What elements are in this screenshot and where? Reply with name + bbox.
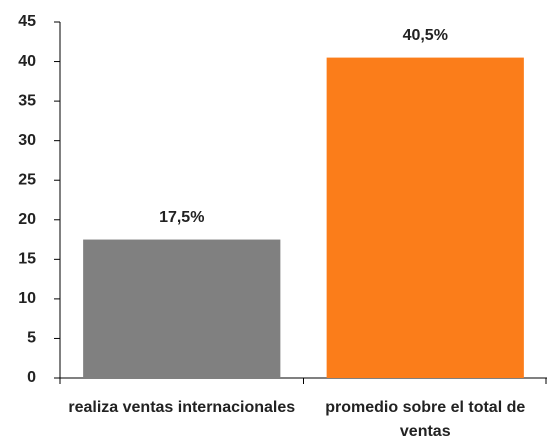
bar — [326, 57, 524, 378]
y-tick-label: 35 — [18, 92, 36, 109]
y-tick-label: 0 — [27, 369, 36, 386]
x-tick-label: realiza ventas internacionales — [68, 399, 296, 416]
y-tick-label: 10 — [18, 290, 36, 307]
y-tick-label: 25 — [18, 171, 36, 188]
value-label: 17,5% — [159, 209, 204, 226]
x-tick-label: promedio sobre el total de ventas — [325, 399, 526, 440]
y-tick-label: 15 — [18, 251, 36, 268]
bar — [83, 239, 281, 378]
value-label: 40,5% — [403, 27, 448, 44]
y-tick-label: 30 — [18, 132, 36, 149]
y-tick-label: 20 — [18, 211, 36, 228]
y-tick-label: 45 — [18, 13, 36, 30]
y-tick-label: 40 — [18, 53, 36, 70]
y-tick-label: 5 — [27, 330, 36, 347]
